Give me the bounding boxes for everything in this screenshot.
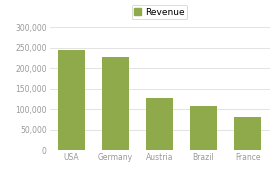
Bar [146,98,173,150]
Bar [190,106,217,150]
Bar [234,117,261,150]
Legend: Revenue: Revenue [131,5,188,19]
Bar [102,57,129,150]
Bar [58,50,85,150]
